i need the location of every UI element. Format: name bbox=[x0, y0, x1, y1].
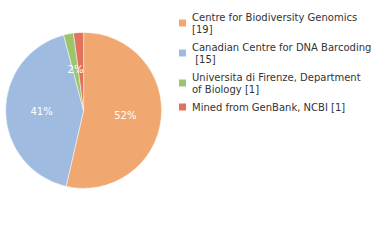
svg-text:Canadian Centre for DNA Barcod: Canadian Centre for DNA Barcoding bbox=[192, 42, 371, 53]
svg-text:[19]: [19] bbox=[192, 24, 213, 35]
svg-text:Universita di Firenze, Departm: Universita di Firenze, Department bbox=[192, 72, 364, 83]
svg-text:Mined from GenBank, NCBI [1]: Mined from GenBank, NCBI [1] bbox=[192, 102, 345, 113]
svg-text:41%: 41% bbox=[30, 106, 52, 117]
svg-text:of Biology [1]: of Biology [1] bbox=[192, 84, 259, 95]
svg-text:2%: 2% bbox=[68, 64, 84, 75]
svg-text:[15]: [15] bbox=[192, 54, 216, 65]
svg-text:52%: 52% bbox=[114, 110, 136, 121]
svg-text:Centre for Biodiversity Genomi: Centre for Biodiversity Genomics bbox=[192, 12, 360, 23]
